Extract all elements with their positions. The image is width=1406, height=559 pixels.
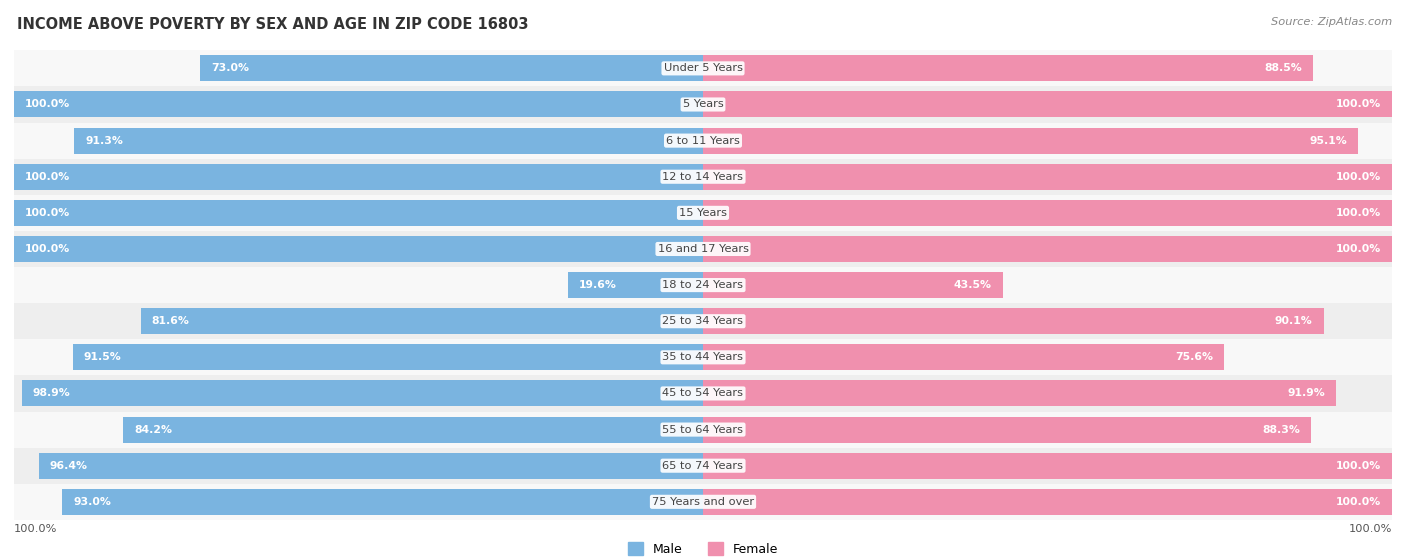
Text: 81.6%: 81.6%	[152, 316, 190, 326]
Text: Source: ZipAtlas.com: Source: ZipAtlas.com	[1271, 17, 1392, 27]
Bar	[703, 92, 1392, 117]
Text: 6 to 11 Years: 6 to 11 Years	[666, 136, 740, 145]
Text: 35 to 44 Years: 35 to 44 Years	[662, 352, 744, 362]
Bar	[703, 453, 1392, 479]
Text: 100.0%: 100.0%	[25, 100, 70, 110]
Text: 90.1%: 90.1%	[1275, 316, 1313, 326]
Text: 18 to 24 Years: 18 to 24 Years	[662, 280, 744, 290]
Bar	[14, 200, 703, 226]
Text: Under 5 Years: Under 5 Years	[664, 63, 742, 73]
Text: 55 to 64 Years: 55 to 64 Years	[662, 425, 744, 434]
Text: 5 Years: 5 Years	[683, 100, 723, 110]
Text: 100.0%: 100.0%	[1336, 497, 1381, 507]
Text: 45 to 54 Years: 45 to 54 Years	[662, 389, 744, 399]
Legend: Male, Female: Male, Female	[623, 537, 783, 559]
Text: 100.0%: 100.0%	[25, 244, 70, 254]
Bar	[703, 164, 1392, 190]
Bar	[73, 344, 703, 370]
Text: 65 to 74 Years: 65 to 74 Years	[662, 461, 744, 471]
Bar	[0, 376, 1406, 411]
Bar	[703, 416, 1312, 443]
Bar	[0, 231, 1406, 267]
Bar	[703, 236, 1392, 262]
Bar	[703, 344, 1223, 370]
Bar	[0, 267, 1406, 303]
Bar	[703, 308, 1323, 334]
Text: 100.0%: 100.0%	[25, 172, 70, 182]
Text: 93.0%: 93.0%	[73, 497, 111, 507]
Text: 75.6%: 75.6%	[1175, 352, 1213, 362]
Bar	[0, 448, 1406, 484]
Bar	[0, 50, 1406, 87]
Text: 25 to 34 Years: 25 to 34 Years	[662, 316, 744, 326]
Bar	[14, 236, 703, 262]
Bar	[0, 122, 1406, 159]
Bar	[703, 55, 1313, 82]
Bar	[0, 159, 1406, 195]
Bar	[14, 92, 703, 117]
Text: 100.0%: 100.0%	[1336, 172, 1381, 182]
Bar	[0, 303, 1406, 339]
Text: 100.0%: 100.0%	[1336, 100, 1381, 110]
Text: 12 to 14 Years: 12 to 14 Years	[662, 172, 744, 182]
Bar	[0, 87, 1406, 122]
Text: 100.0%: 100.0%	[14, 524, 58, 534]
Text: 100.0%: 100.0%	[1336, 461, 1381, 471]
Text: INCOME ABOVE POVERTY BY SEX AND AGE IN ZIP CODE 16803: INCOME ABOVE POVERTY BY SEX AND AGE IN Z…	[17, 17, 529, 32]
Text: 91.5%: 91.5%	[83, 352, 121, 362]
Bar	[703, 200, 1392, 226]
Text: 88.5%: 88.5%	[1264, 63, 1302, 73]
Bar	[141, 308, 703, 334]
Bar	[62, 489, 703, 515]
Text: 100.0%: 100.0%	[25, 208, 70, 218]
Bar	[39, 453, 703, 479]
Bar	[14, 164, 703, 190]
Bar	[703, 489, 1392, 515]
Text: 88.3%: 88.3%	[1263, 425, 1301, 434]
Bar	[703, 381, 1336, 406]
Bar	[0, 411, 1406, 448]
Text: 100.0%: 100.0%	[1336, 244, 1381, 254]
Text: 16 and 17 Years: 16 and 17 Years	[658, 244, 748, 254]
Bar	[568, 272, 703, 298]
Bar	[703, 127, 1358, 154]
Bar	[75, 127, 703, 154]
Bar	[0, 195, 1406, 231]
Text: 43.5%: 43.5%	[953, 280, 991, 290]
Text: 15 Years: 15 Years	[679, 208, 727, 218]
Text: 100.0%: 100.0%	[1336, 208, 1381, 218]
Text: 19.6%: 19.6%	[579, 280, 617, 290]
Bar	[122, 416, 703, 443]
Text: 84.2%: 84.2%	[134, 425, 172, 434]
Bar	[200, 55, 703, 82]
Text: 91.9%: 91.9%	[1288, 389, 1324, 399]
Text: 73.0%: 73.0%	[211, 63, 249, 73]
Text: 75 Years and over: 75 Years and over	[652, 497, 754, 507]
Text: 98.9%: 98.9%	[32, 389, 70, 399]
Bar	[0, 339, 1406, 376]
Text: 91.3%: 91.3%	[84, 136, 122, 145]
Text: 96.4%: 96.4%	[49, 461, 89, 471]
Bar	[21, 381, 703, 406]
Text: 100.0%: 100.0%	[1348, 524, 1392, 534]
Bar	[703, 272, 1002, 298]
Text: 95.1%: 95.1%	[1309, 136, 1347, 145]
Bar	[0, 484, 1406, 520]
